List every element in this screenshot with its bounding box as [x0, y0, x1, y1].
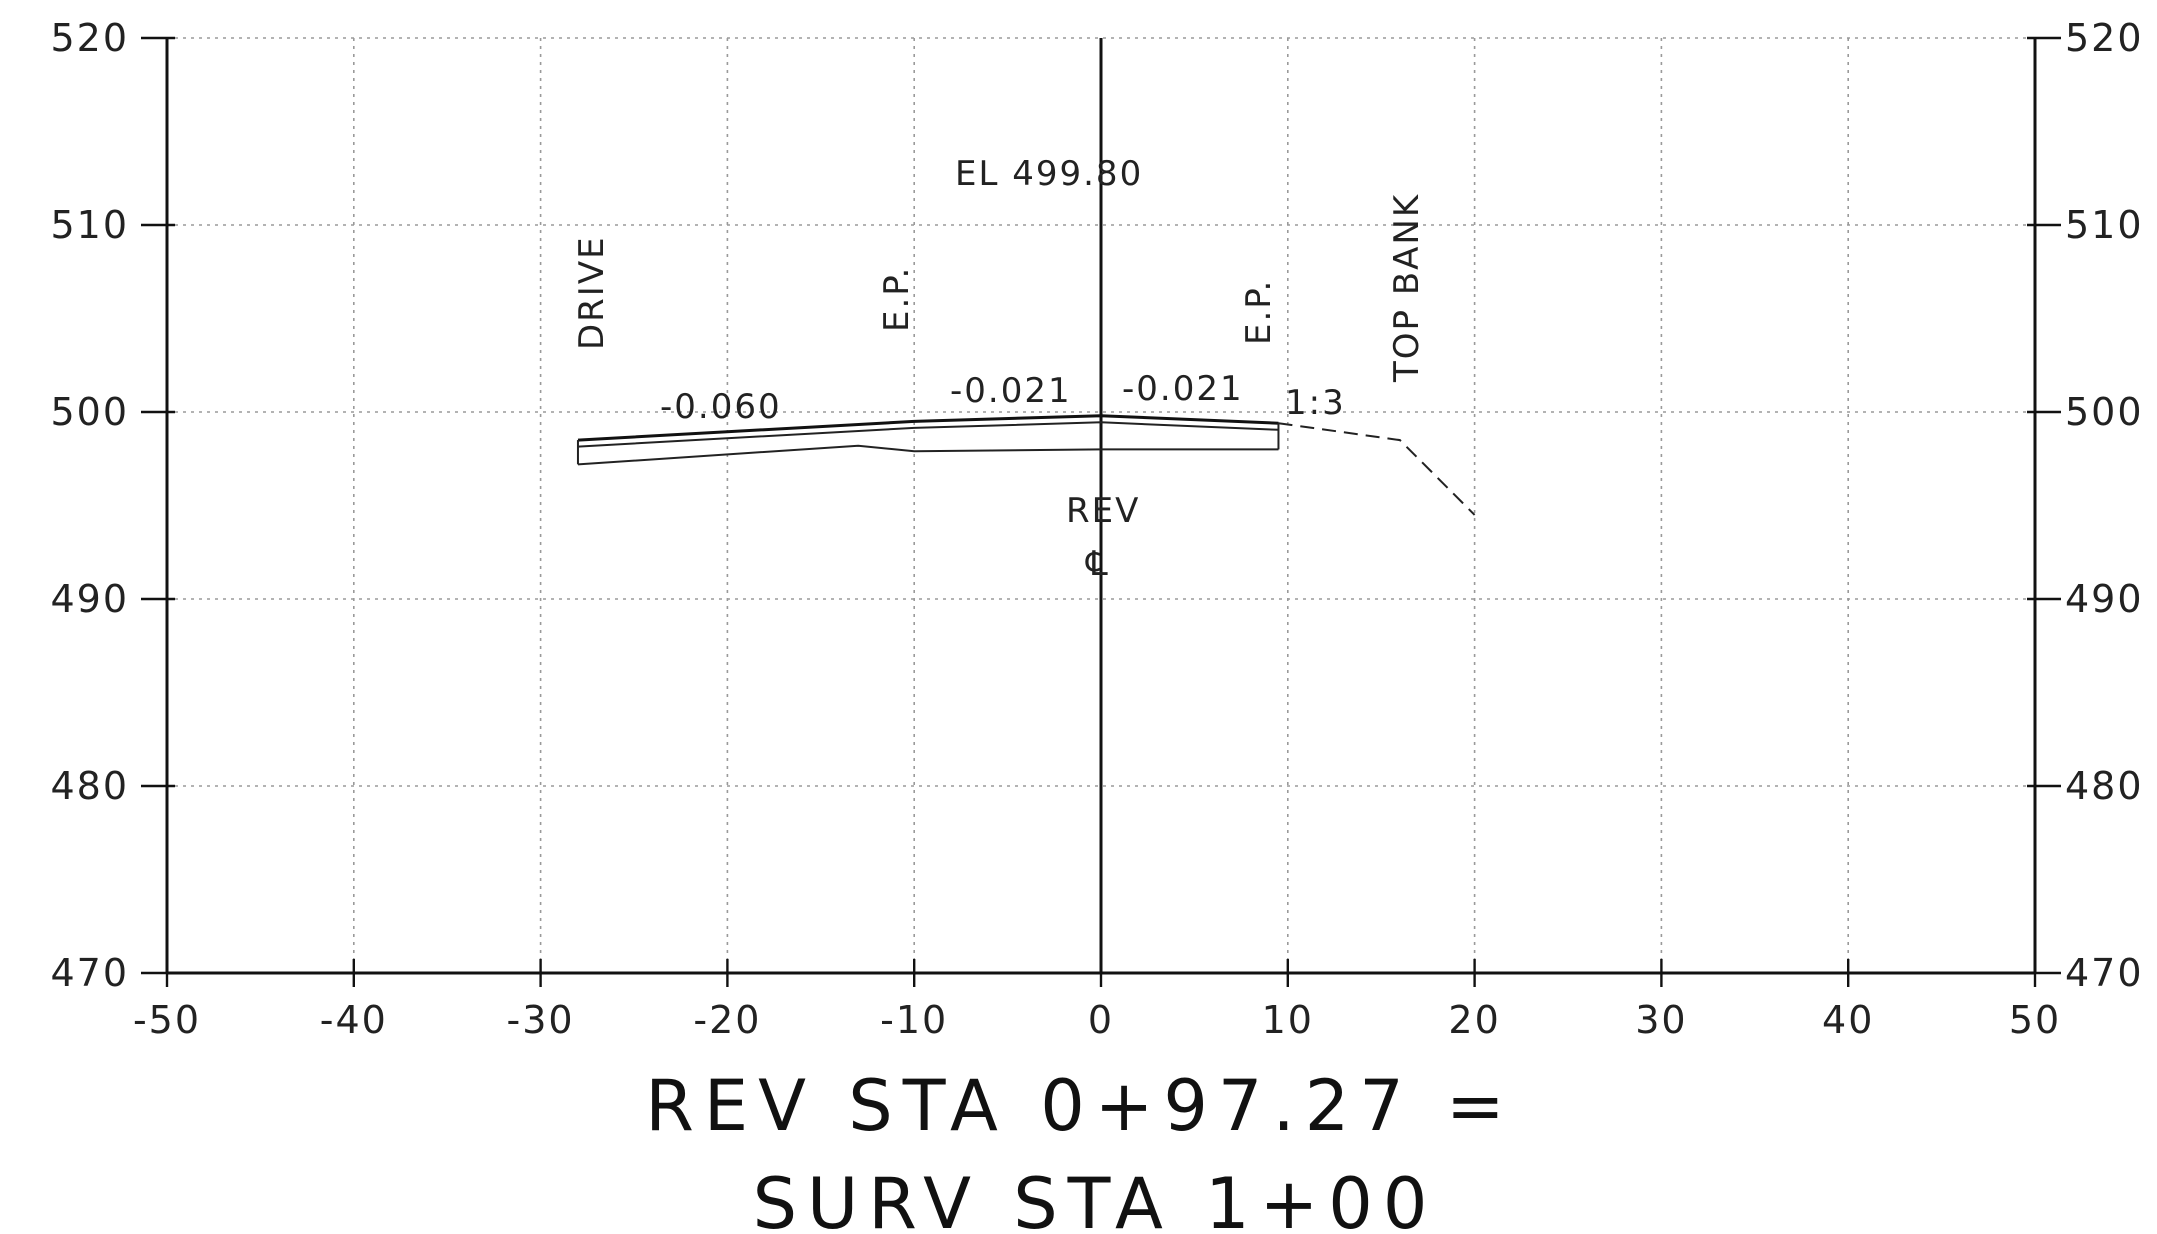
x-tick-label: 50: [2009, 998, 2061, 1042]
x-tick-label: 0: [1088, 998, 1114, 1042]
y-tick-label-right: 500: [2065, 390, 2144, 434]
road-section: [576, 414, 1476, 516]
x-tick-label: 20: [1448, 998, 1500, 1042]
rev-label: REV: [1066, 491, 1140, 531]
existing-ground-line: [1278, 422, 1476, 516]
elevation-label: EL 499.80: [955, 154, 1143, 194]
x-tick-label: -10: [880, 998, 948, 1042]
top-bank-label: TOP BANK: [1387, 193, 1427, 383]
finished-grade-line: [577, 414, 1279, 442]
cross-slope-mid-right-label: -0.021: [1122, 369, 1244, 409]
y-tick-label-right: 490: [2065, 577, 2144, 621]
station-title-line-2: SURV STA 1+00: [753, 1163, 1438, 1234]
y-tick-label-left: 490: [50, 577, 129, 621]
subgrade-line: [577, 444, 1279, 466]
x-tick-label: 40: [1822, 998, 1874, 1042]
y-tick-label-left: 500: [50, 390, 129, 434]
x-tick-label: -50: [133, 998, 201, 1042]
y-tick-label-left: 470: [50, 951, 129, 995]
cross-slope-left-label: -0.060: [660, 387, 782, 427]
pavement-top-line: [577, 421, 1279, 448]
y-tick-label-right: 510: [2065, 203, 2144, 247]
station-title-line-1: REV STA 0+97.27 =: [645, 1065, 1514, 1147]
y-tick-label-left: 510: [50, 203, 129, 247]
y-tick-label-left: 480: [50, 764, 129, 808]
x-tick-label: 30: [1635, 998, 1687, 1042]
axes: [165, 38, 2037, 975]
edge-of-pavement-right-label: E.P.: [1239, 279, 1279, 345]
y-tick-label-right: 470: [2065, 951, 2144, 995]
cross-slope-mid-left-label: -0.021: [950, 371, 1072, 411]
y-tick-label-left: 520: [50, 16, 129, 60]
y-tick-label-right: 480: [2065, 764, 2144, 808]
drive-label: DRIVE: [572, 235, 612, 350]
x-tick-label: -30: [507, 998, 575, 1042]
edge-of-pavement-left-label: E.P.: [877, 266, 917, 332]
y-tick-label-right: 520: [2065, 16, 2144, 60]
x-tick-label: -40: [320, 998, 388, 1042]
x-tick-label: 10: [1262, 998, 1314, 1042]
side-slope-label: 1:3: [1285, 383, 1346, 423]
centerline-symbol: ℄: [1085, 544, 1110, 584]
x-tick-label: -20: [693, 998, 761, 1042]
